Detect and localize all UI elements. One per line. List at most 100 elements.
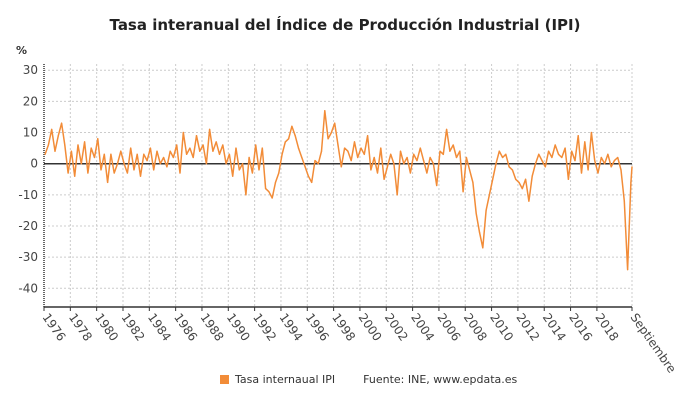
data-point	[442, 153, 444, 155]
data-point	[169, 150, 171, 152]
x-tick-label: 1976	[40, 311, 69, 344]
data-point	[248, 156, 250, 159]
data-point	[307, 175, 309, 177]
data-point	[511, 169, 514, 171]
data-point	[630, 181, 632, 183]
chart-title: Tasa interanual del Índice de Producción…	[109, 16, 581, 34]
data-point	[304, 166, 306, 168]
data-point	[357, 156, 359, 159]
data-point	[314, 159, 316, 162]
data-point	[186, 153, 188, 155]
data-point	[485, 209, 487, 212]
data-point	[116, 163, 119, 165]
x-tick-label: 2004	[408, 311, 437, 344]
data-point	[469, 169, 471, 171]
data-point	[495, 163, 497, 165]
data-point	[74, 175, 76, 177]
data-point	[531, 175, 533, 177]
y-tick-label: -40	[18, 281, 38, 295]
data-point	[518, 181, 520, 183]
data-point	[347, 150, 349, 152]
x-tick-label: 2014	[540, 311, 569, 344]
data-point	[327, 138, 329, 140]
data-point	[353, 141, 356, 143]
data-point	[297, 147, 300, 149]
data-point	[528, 200, 530, 202]
data-point	[57, 135, 59, 137]
data-point	[205, 163, 207, 165]
data-point	[370, 169, 372, 171]
data-point	[251, 172, 254, 174]
legend: Tasa internaual IPI Fuente: INE, www.epd…	[220, 373, 517, 386]
data-point	[301, 156, 303, 159]
data-point	[482, 247, 484, 249]
data-point	[235, 147, 237, 149]
data-point	[288, 138, 290, 140]
data-point	[373, 156, 375, 159]
data-point	[627, 269, 629, 271]
data-point	[47, 144, 49, 146]
data-point	[192, 156, 194, 159]
data-point	[123, 163, 125, 165]
data-point	[340, 166, 342, 168]
data-point	[419, 147, 421, 149]
data-point	[376, 172, 379, 174]
y-tick-label: -30	[18, 250, 38, 264]
y-tick-label: 30	[23, 63, 38, 77]
data-point	[294, 135, 296, 137]
data-point	[320, 150, 323, 152]
data-point	[564, 147, 566, 149]
data-point	[343, 147, 346, 149]
data-point	[524, 178, 527, 180]
data-point	[146, 159, 148, 162]
data-point	[380, 147, 382, 149]
data-point	[133, 169, 135, 171]
data-point	[492, 178, 494, 180]
data-point	[426, 172, 428, 174]
data-point	[551, 156, 553, 159]
data-point	[126, 172, 128, 174]
data-point	[337, 144, 339, 146]
x-tick-label: 2012	[513, 311, 542, 344]
x-tick-label: 1982	[119, 311, 148, 344]
x-tick-label: Septiembre	[628, 311, 679, 376]
data-point	[64, 144, 66, 146]
data-point	[360, 147, 362, 149]
data-point	[255, 144, 257, 146]
data-point	[87, 172, 89, 174]
data-point	[623, 200, 625, 202]
data-point	[594, 159, 596, 162]
data-point	[590, 131, 593, 134]
data-point	[603, 163, 606, 165]
data-point	[439, 150, 441, 152]
data-point	[432, 163, 435, 165]
y-axis-unit: %	[16, 44, 28, 57]
data-point	[166, 166, 168, 168]
data-point	[44, 153, 46, 155]
data-point	[541, 159, 543, 162]
data-point	[54, 150, 56, 152]
data-point	[478, 231, 481, 233]
data-point	[475, 212, 477, 215]
data-point	[544, 166, 546, 168]
x-tick-label: 2008	[461, 311, 490, 344]
data-point	[103, 153, 105, 155]
data-point	[607, 153, 609, 155]
data-point	[567, 178, 569, 180]
data-point	[416, 159, 418, 162]
x-tick-label: 2016	[566, 311, 595, 344]
data-point	[172, 156, 175, 159]
data-point	[189, 147, 191, 149]
x-tick-label: 1986	[171, 311, 200, 344]
data-point	[258, 169, 260, 171]
data-point	[571, 150, 573, 152]
x-tick-label: 2018	[592, 311, 621, 344]
x-tick-label: 1996	[303, 311, 332, 344]
legend-swatch	[220, 375, 229, 384]
data-point	[232, 175, 234, 177]
x-tick-label: 2002	[382, 311, 411, 344]
data-point	[139, 175, 142, 177]
data-point	[324, 110, 326, 112]
data-point	[488, 194, 490, 196]
data-point	[610, 166, 612, 168]
